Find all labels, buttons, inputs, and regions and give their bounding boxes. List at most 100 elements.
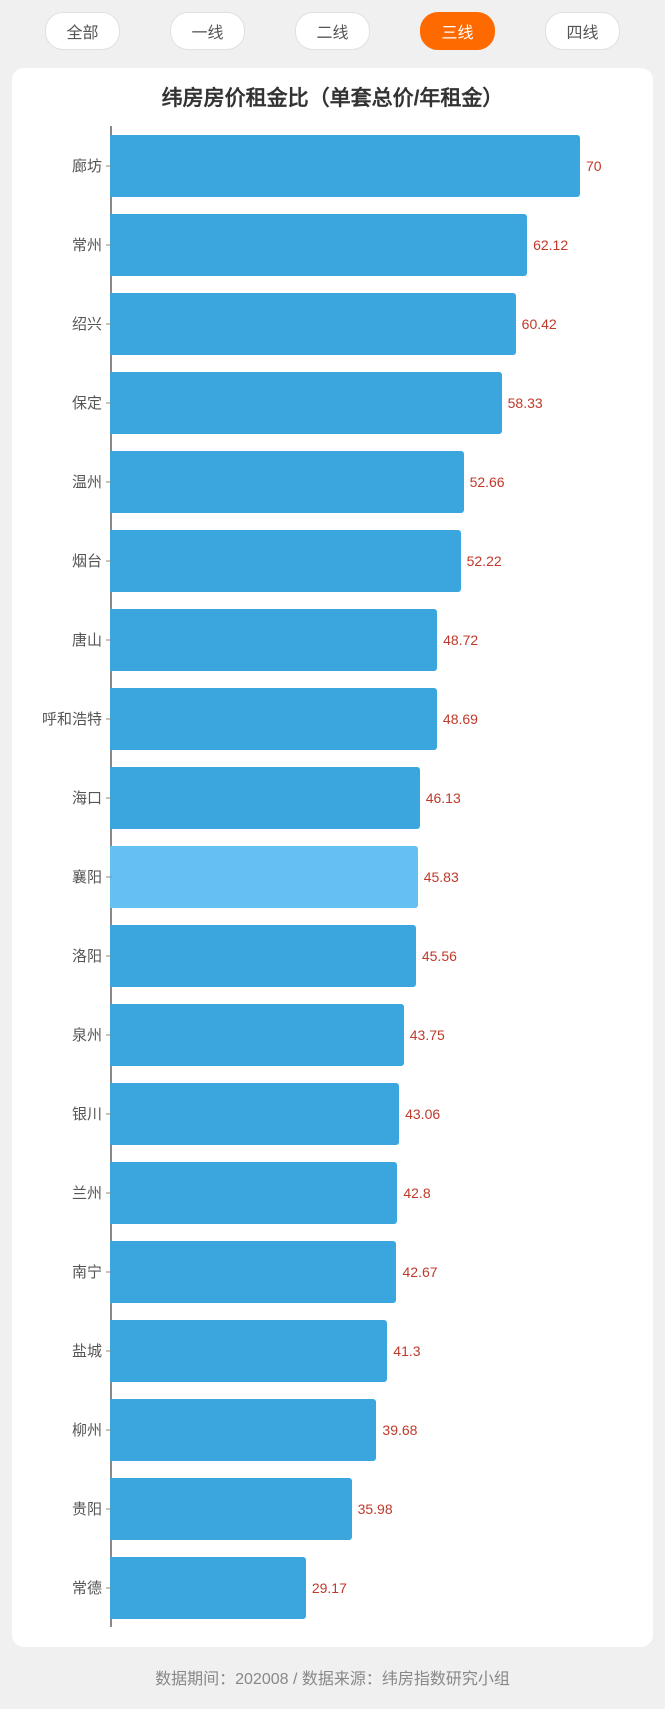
bar[interactable] [110, 293, 516, 355]
axis-tick [106, 639, 112, 640]
bar[interactable] [110, 846, 418, 908]
axis-tick [106, 1192, 112, 1193]
bar[interactable] [110, 767, 420, 829]
y-axis-label: 唐山 [30, 629, 102, 650]
bar[interactable] [110, 609, 437, 671]
bar-row: 唐山48.72 [110, 600, 635, 679]
chart-area: 廊坊70常州62.12绍兴60.42保定58.33温州52.66烟台52.22唐… [30, 126, 635, 1627]
bar-value-label: 29.17 [312, 1580, 347, 1596]
bar[interactable] [110, 135, 580, 197]
axis-tick [106, 1508, 112, 1509]
tab-tier-2[interactable]: 二线 [295, 12, 369, 50]
bar-value-label: 52.22 [467, 553, 502, 569]
bar[interactable] [110, 688, 437, 750]
y-axis-label: 绍兴 [30, 313, 102, 334]
bar-value-label: 39.68 [382, 1422, 417, 1438]
bar-value-label: 52.66 [470, 474, 505, 490]
axis-tick [106, 1034, 112, 1035]
tab-tier-1[interactable]: 一线 [170, 12, 244, 50]
axis-tick [106, 1350, 112, 1351]
axis-tick [106, 402, 112, 403]
bar-row: 襄阳45.83 [110, 837, 635, 916]
bar-value-label: 41.3 [393, 1343, 420, 1359]
tab-tier-3[interactable]: 三线 [420, 12, 494, 50]
y-axis-label: 烟台 [30, 550, 102, 571]
bar[interactable] [110, 1004, 404, 1066]
bar[interactable] [110, 1241, 396, 1303]
axis-tick [106, 560, 112, 561]
bar[interactable] [110, 451, 464, 513]
axis-tick [106, 876, 112, 877]
y-axis-label: 兰州 [30, 1182, 102, 1203]
y-axis-label: 廊坊 [30, 155, 102, 176]
bar[interactable] [110, 1083, 399, 1145]
y-axis-label: 温州 [30, 471, 102, 492]
bar-value-label: 58.33 [508, 395, 543, 411]
bar-row: 泉州43.75 [110, 995, 635, 1074]
bar-value-label: 48.69 [443, 711, 478, 727]
y-axis-label: 海口 [30, 787, 102, 808]
bar-row: 海口46.13 [110, 758, 635, 837]
bar[interactable] [110, 925, 416, 987]
axis-tick [106, 797, 112, 798]
bar-row: 呼和浩特48.69 [110, 679, 635, 758]
axis-tick [106, 165, 112, 166]
bar-row: 柳州39.68 [110, 1390, 635, 1469]
bar[interactable] [110, 214, 527, 276]
chart-card: 纬房房价租金比（单套总价/年租金） 廊坊70常州62.12绍兴60.42保定58… [12, 68, 653, 1647]
chart-title: 纬房房价租金比（单套总价/年租金） [30, 82, 635, 112]
bar[interactable] [110, 1557, 306, 1619]
bar-row: 洛阳45.56 [110, 916, 635, 995]
bar-row: 廊坊70 [110, 126, 635, 205]
y-axis-label: 贵阳 [30, 1498, 102, 1519]
y-axis-label: 银川 [30, 1103, 102, 1124]
bar-value-label: 35.98 [358, 1501, 393, 1517]
y-axis-label: 盐城 [30, 1340, 102, 1361]
bar-value-label: 70 [586, 158, 602, 174]
bar-value-label: 45.56 [422, 948, 457, 964]
y-axis-label: 泉州 [30, 1024, 102, 1045]
axis-tick [106, 1587, 112, 1588]
bar-value-label: 46.13 [426, 790, 461, 806]
bar-value-label: 42.67 [402, 1264, 437, 1280]
bar-value-label: 45.83 [424, 869, 459, 885]
bar[interactable] [110, 1320, 387, 1382]
bar[interactable] [110, 372, 502, 434]
bar-value-label: 43.06 [405, 1106, 440, 1122]
bar-row: 温州52.66 [110, 442, 635, 521]
y-axis-label: 常州 [30, 234, 102, 255]
axis-tick [106, 1429, 112, 1430]
bar-row: 保定58.33 [110, 363, 635, 442]
bar-value-label: 48.72 [443, 632, 478, 648]
y-axis-label: 常德 [30, 1577, 102, 1598]
y-axis-label: 南宁 [30, 1261, 102, 1282]
bar-row: 兰州42.8 [110, 1153, 635, 1232]
bar-value-label: 60.42 [522, 316, 557, 332]
tab-tier-0[interactable]: 全部 [45, 12, 119, 50]
axis-tick [106, 1113, 112, 1114]
bar-row: 南宁42.67 [110, 1232, 635, 1311]
bar-row: 盐城41.3 [110, 1311, 635, 1390]
y-axis-label: 洛阳 [30, 945, 102, 966]
tier-tabs: 全部 一线 二线 三线 四线 [0, 0, 665, 62]
bar-row: 烟台52.22 [110, 521, 635, 600]
bar-row: 常州62.12 [110, 205, 635, 284]
bar-row: 常德29.17 [110, 1548, 635, 1627]
bar[interactable] [110, 1399, 376, 1461]
axis-tick [106, 1271, 112, 1272]
bar-value-label: 62.12 [533, 237, 568, 253]
bar[interactable] [110, 1162, 397, 1224]
y-axis-label: 襄阳 [30, 866, 102, 887]
tab-tier-4[interactable]: 四线 [545, 12, 619, 50]
axis-tick [106, 244, 112, 245]
y-axis-label: 呼和浩特 [30, 708, 102, 729]
bar[interactable] [110, 1478, 352, 1540]
y-axis-label: 保定 [30, 392, 102, 413]
data-source-footer: 数据期间：202008 / 数据来源：纬房指数研究小组 [0, 1665, 665, 1709]
bar-value-label: 43.75 [410, 1027, 445, 1043]
axis-tick [106, 481, 112, 482]
bar[interactable] [110, 530, 461, 592]
bar-row: 银川43.06 [110, 1074, 635, 1153]
axis-tick [106, 718, 112, 719]
bar-value-label: 42.8 [403, 1185, 430, 1201]
